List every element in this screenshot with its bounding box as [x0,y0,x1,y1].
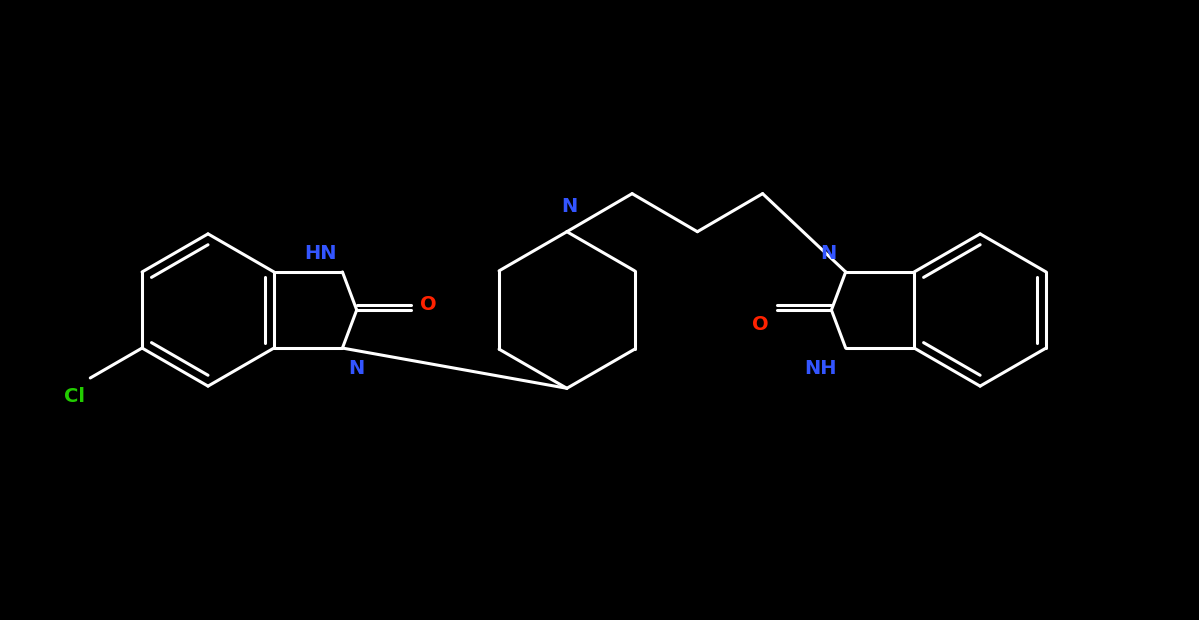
Text: Cl: Cl [64,387,85,405]
Text: N: N [561,198,577,216]
Text: HN: HN [305,244,337,264]
Text: NH: NH [805,359,837,378]
Text: O: O [420,295,436,314]
Text: N: N [348,359,364,378]
Text: O: O [752,316,769,334]
Text: N: N [821,244,837,264]
